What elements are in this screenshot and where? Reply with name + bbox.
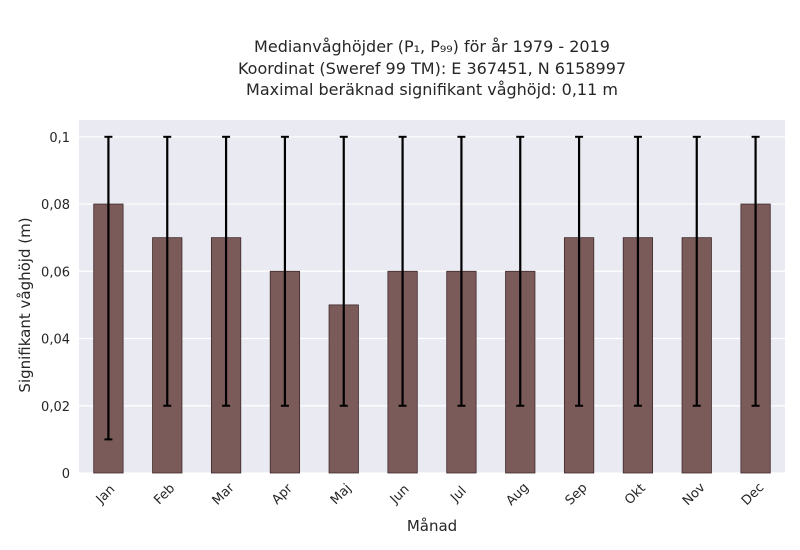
x-tick-label-maj: Maj	[328, 481, 355, 508]
error-bar-apr	[280, 135, 289, 407]
error-bar-jun	[398, 135, 407, 407]
error-bar-sep	[575, 135, 584, 407]
chart-title-line-1: Medianvåghöjder (P₁, P₉₉) för år 1979 - …	[254, 37, 610, 56]
x-tick-label-feb: Feb	[151, 481, 178, 508]
error-bar-aug	[516, 135, 525, 407]
error-bar-nov	[692, 135, 701, 407]
error-bar-okt	[633, 135, 642, 407]
x-tick-label-okt: Okt	[622, 481, 649, 508]
y-axis-label: Signifikant våghöjd (m)	[16, 217, 34, 392]
x-tick-label-jan: Jan	[93, 482, 118, 507]
x-tick-label-apr: Apr	[269, 481, 296, 508]
y-tick-label: 0	[62, 467, 70, 482]
x-tick-label-mar: Mar	[210, 480, 238, 508]
y-tick-label: 0,02	[41, 400, 70, 415]
x-tick-label-nov: Nov	[680, 480, 709, 509]
x-tick-label-sep: Sep	[563, 481, 591, 509]
error-bar-jan	[104, 135, 113, 441]
error-bar-maj	[339, 135, 348, 407]
grid-lines	[79, 136, 785, 474]
y-tick-label: 0,08	[41, 198, 70, 213]
error-bars	[104, 135, 760, 441]
x-axis-label: Månad	[407, 517, 457, 535]
error-bar-mar	[222, 135, 231, 407]
x-tick-label-aug: Aug	[503, 480, 532, 509]
y-tick-label: 0,04	[41, 333, 70, 348]
chart-title-line-3: Maximal beräknad signifikant våghöjd: 0,…	[246, 80, 618, 99]
error-bar-feb	[163, 135, 172, 407]
x-tick-labels: Jan Feb Mar Apr Maj Jun Jul Aug Sep Okt Nov Dec	[93, 480, 767, 509]
x-tick-label-jul: Jul	[447, 484, 469, 506]
error-bar-dec	[751, 135, 760, 407]
chart-title-line-2: Koordinat (Sweref 99 TM): E 367451, N 61…	[238, 59, 626, 78]
error-bar-jul	[457, 135, 466, 407]
y-tick-labels: 0 0,02 0,04 0,06 0,08 0,1	[41, 131, 70, 482]
y-tick-label: 0,06	[41, 265, 70, 280]
x-tick-label-jun: Jun	[387, 482, 413, 508]
x-tick-label-dec: Dec	[739, 480, 767, 508]
plot-area	[79, 120, 785, 473]
y-tick-label: 0,1	[49, 131, 70, 146]
